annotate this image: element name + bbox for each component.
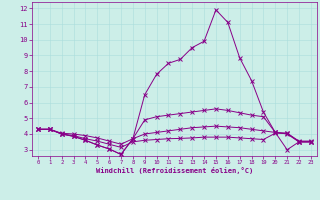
X-axis label: Windchill (Refroidissement éolien,°C): Windchill (Refroidissement éolien,°C) [96,167,253,174]
